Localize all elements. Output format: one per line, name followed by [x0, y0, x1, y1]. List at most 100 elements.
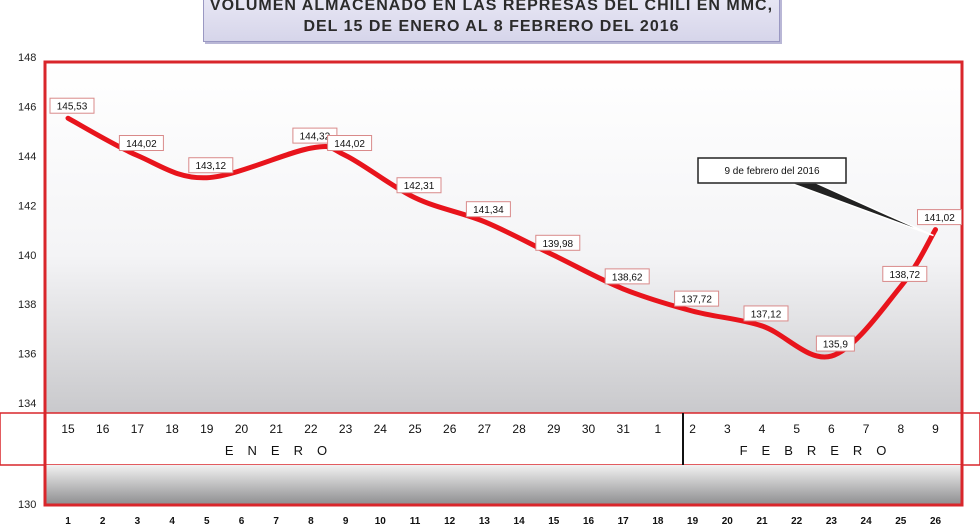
y-tick-label: 140	[18, 250, 36, 262]
plot-area	[45, 62, 962, 413]
x-date-label: 2	[689, 422, 696, 436]
x-date-label: 21	[270, 422, 284, 436]
x-index-label: 3	[135, 516, 141, 527]
data-label: 138,72	[882, 265, 928, 282]
data-label-text: 141,34	[473, 205, 504, 216]
data-label: 141,34	[465, 201, 511, 218]
x-date-label: 8	[897, 422, 904, 436]
chart-title-line1: VOLUMEN ALMACENADO EN LAS REPRESAS DEL C…	[209, 0, 774, 14]
x-date-label: 23	[339, 422, 353, 436]
data-label-box	[327, 135, 373, 152]
callout-box	[697, 157, 847, 184]
x-date-label: 4	[759, 422, 766, 436]
data-label-box	[535, 234, 581, 251]
data-label-text: 141,02	[924, 213, 955, 224]
x-date-label: 1	[655, 422, 662, 436]
x-date-label: 25	[408, 422, 422, 436]
y-tick-label: 138	[18, 299, 36, 311]
plot-frame	[43, 60, 964, 507]
data-label: 141,02	[917, 209, 962, 226]
x-index-label: 18	[652, 516, 664, 527]
data-label-box	[465, 201, 511, 218]
x-date-label: 30	[582, 422, 596, 436]
callout-text: 9 de febrero del 2016	[724, 166, 820, 177]
x-date-label: 28	[512, 422, 526, 436]
y-tick-label: 134	[18, 398, 36, 410]
data-label-box	[118, 135, 164, 152]
data-label-text: 144,02	[126, 139, 157, 150]
x-index-label: 12	[444, 516, 456, 527]
x-date-label: 7	[863, 422, 870, 436]
data-label: 145,53	[49, 97, 95, 114]
data-label-text: 138,62	[612, 272, 643, 283]
x-date-label: 15	[61, 422, 75, 436]
data-label-text: 143,12	[196, 161, 227, 172]
x-index-label: 20	[722, 516, 734, 527]
x-date-label: 9	[932, 422, 939, 436]
x-date-label: 6	[828, 422, 835, 436]
data-label-box	[674, 290, 720, 307]
data-label: 144,02	[118, 135, 164, 152]
x-date-label: 17	[131, 422, 145, 436]
x-index-label: 17	[618, 516, 630, 527]
data-label: 139,98	[535, 234, 581, 251]
x-index-label: 21	[756, 516, 768, 527]
data-label: 137,72	[674, 290, 720, 307]
data-label-box	[604, 268, 650, 285]
y-tick-label: 144	[18, 151, 36, 163]
x-date-label: 26	[443, 422, 457, 436]
y-tick-label: 148	[18, 52, 36, 64]
data-label-box	[743, 305, 789, 322]
x-index-label: 13	[479, 516, 491, 527]
x-date-label: 29	[547, 422, 561, 436]
data-label-text: 139,98	[543, 239, 574, 250]
data-label: 137,12	[743, 305, 789, 322]
x-index-label: 22	[791, 516, 803, 527]
data-label: 142,31	[396, 177, 442, 194]
x-index-label: 7	[273, 516, 279, 527]
data-label-box	[815, 335, 855, 352]
x-index-label: 4	[169, 516, 175, 527]
x-index-label: 19	[687, 516, 699, 527]
x-index-label: 15	[548, 516, 560, 527]
data-label-text: 137,12	[751, 309, 782, 320]
x-index-label: 9	[343, 516, 349, 527]
data-label-box	[396, 177, 442, 194]
data-label-text: 135,9	[823, 340, 848, 351]
data-label-text: 144,32	[300, 132, 331, 143]
x-index-label: 6	[239, 516, 245, 527]
lower-band	[45, 465, 962, 505]
x-date-label: 16	[96, 422, 110, 436]
x-index-label: 8	[308, 516, 314, 527]
data-label: 144,02	[327, 135, 373, 152]
x-index-label: 10	[375, 516, 387, 527]
x-date-label: 20	[235, 422, 249, 436]
x-date-label: 19	[200, 422, 214, 436]
date-axis-band	[0, 412, 980, 466]
data-label: 138,62	[604, 268, 650, 285]
data-label-text: 145,53	[57, 102, 88, 113]
data-label-box	[917, 209, 962, 226]
chart-title-line2: DEL 15 DE ENERO AL 8 FEBRERO DEL 2016	[303, 18, 680, 35]
x-date-label: 27	[478, 422, 492, 436]
x-month-label: FEBRERO	[740, 443, 901, 458]
x-date-label: 22	[304, 422, 318, 436]
data-label-text: 144,02	[334, 139, 365, 150]
x-month-label: ENERO	[225, 443, 341, 458]
y-tick-label: 136	[18, 349, 36, 361]
x-date-label: 18	[165, 422, 179, 436]
x-index-label: 2	[100, 516, 106, 527]
data-label: 143,12	[188, 157, 234, 174]
x-index-label: 25	[895, 516, 907, 527]
data-label-box	[188, 157, 234, 174]
data-label-text: 142,31	[404, 181, 435, 192]
x-date-label: 5	[793, 422, 800, 436]
data-label-box	[882, 265, 928, 282]
y-tick-label: 142	[18, 200, 36, 212]
data-label-box	[49, 97, 95, 114]
chart-title: VOLUMEN ALMACENADO EN LAS REPRESAS DEL C…	[203, 0, 780, 42]
x-date-label: 24	[374, 422, 388, 436]
data-label: 135,9	[815, 335, 855, 352]
series-line	[65, 115, 938, 360]
